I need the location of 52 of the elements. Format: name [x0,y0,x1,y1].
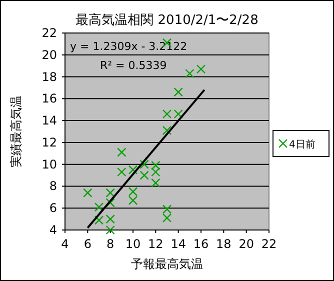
legend: 4日前 [272,130,330,157]
x-tick-label: 20 [238,237,254,251]
annotation: R² = 0.5339 [100,59,167,72]
x-tick-label: 4 [61,237,69,251]
y-tick-label: 22 [42,26,57,40]
x-tick-label: 8 [106,237,114,251]
y-tick-label: 14 [42,114,57,128]
x-tick-label: 16 [193,237,209,251]
y-tick-label: 20 [42,48,57,62]
point [151,178,160,188]
point [128,187,138,196]
point [174,109,183,119]
y-tick-label: 4 [49,223,57,237]
y-tick-label: 10 [42,157,57,172]
x-tick-label: 6 [84,237,92,251]
chart-title: 最高気温相関 2010/2/1〜2/28 [76,12,258,28]
y-tick-label: 6 [49,201,57,216]
x-tick-label: 22 [261,237,277,251]
point [106,225,115,235]
x-tick-label: 10 [125,237,141,251]
point [117,167,126,177]
point [106,188,115,198]
point [151,167,160,177]
point [162,109,172,119]
y-tick-label: 16 [42,92,57,106]
y-axis-title: 実績最高気温 [9,96,23,168]
point [162,126,172,136]
point [106,198,115,208]
point [128,196,138,206]
x-tick-label: 12 [148,237,164,251]
point [162,213,172,223]
point [140,160,149,169]
point [117,148,126,157]
point [174,88,183,97]
point [140,170,149,180]
y-tick-label: 12 [42,135,57,150]
point [83,188,92,198]
annotation: y = 1.2309x - 3.2122 [70,40,188,53]
point [106,214,115,224]
y-tick-label: 18 [42,70,57,84]
x-tick-label: 14 [170,237,186,251]
point [185,68,194,78]
x-axis-title: 予報最高気温 [131,257,203,271]
x-tick-label: 18 [216,237,232,251]
y-tick-label: 8 [49,179,57,194]
point [94,216,104,225]
point [151,160,160,170]
legend-label: 4日前 [289,138,316,150]
point [94,202,104,212]
point [128,165,138,174]
point [162,204,172,214]
point [196,64,206,74]
